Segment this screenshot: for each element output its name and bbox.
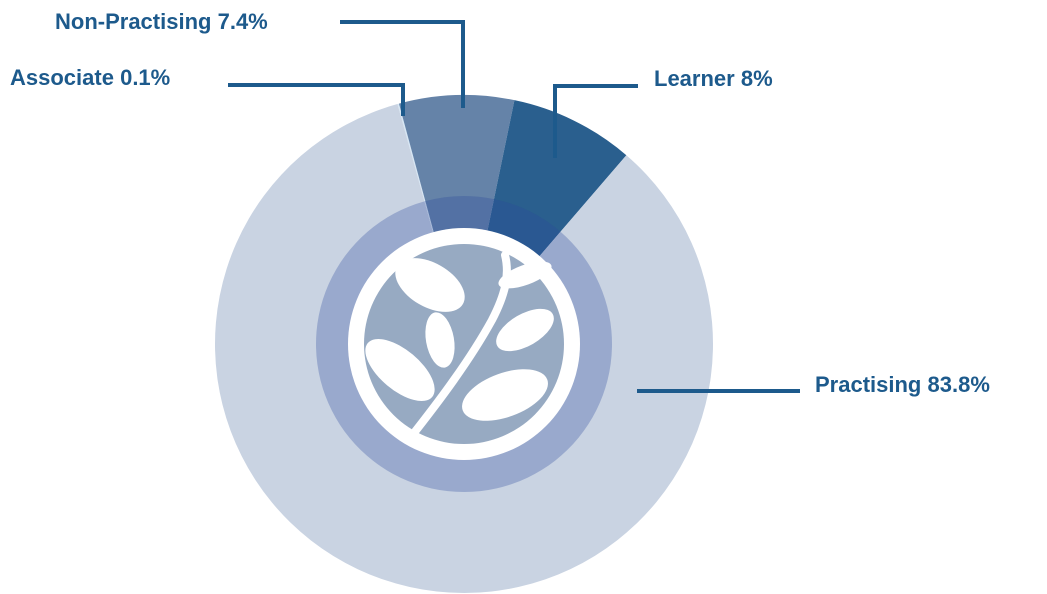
- logo: [348, 228, 580, 460]
- label-name: Learner: [654, 66, 735, 91]
- label-name: Non-Practising: [55, 9, 211, 34]
- data-label: Non-Practising 7.4%: [55, 9, 268, 34]
- data-label: Learner 8%: [654, 66, 773, 91]
- label-value: 0.1%: [120, 65, 170, 90]
- label-name: Practising: [815, 372, 921, 397]
- label-value: 8%: [741, 66, 773, 91]
- label-value: 7.4%: [218, 9, 268, 34]
- data-label: Associate 0.1%: [10, 65, 170, 90]
- chart: Associate 0.1% Non-Practising 7.4% Learner…: [0, 0, 1047, 594]
- data-label: Practising 83.8%: [815, 372, 990, 397]
- label-value: 83.8%: [928, 372, 990, 397]
- label-name: Associate: [10, 65, 114, 90]
